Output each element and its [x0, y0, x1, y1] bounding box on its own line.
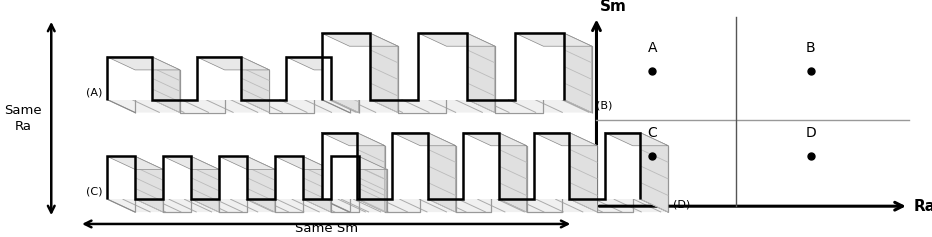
Polygon shape [322, 133, 385, 146]
Text: Same Sm: Same Sm [295, 222, 358, 235]
Polygon shape [322, 199, 668, 212]
Text: Ra: Ra [913, 199, 932, 214]
Polygon shape [275, 156, 331, 169]
Polygon shape [359, 156, 387, 212]
Polygon shape [392, 133, 428, 199]
Polygon shape [107, 156, 163, 169]
Polygon shape [331, 57, 359, 113]
Polygon shape [331, 156, 359, 199]
Polygon shape [197, 57, 241, 100]
Polygon shape [107, 199, 387, 212]
Polygon shape [163, 156, 219, 169]
Text: (A): (A) [86, 87, 103, 97]
Polygon shape [499, 133, 527, 212]
Polygon shape [640, 133, 668, 212]
Polygon shape [331, 156, 387, 169]
Polygon shape [219, 156, 247, 199]
Polygon shape [392, 133, 456, 146]
Text: Sm: Sm [600, 0, 627, 14]
Text: (C): (C) [86, 187, 103, 197]
Polygon shape [357, 133, 385, 212]
Text: D: D [805, 126, 816, 140]
Polygon shape [515, 33, 564, 100]
Polygon shape [286, 57, 331, 100]
Polygon shape [152, 57, 180, 113]
Polygon shape [219, 156, 275, 169]
Text: A: A [648, 41, 657, 55]
Polygon shape [191, 156, 219, 212]
Polygon shape [163, 156, 191, 199]
Polygon shape [107, 156, 135, 199]
Polygon shape [569, 133, 597, 212]
Polygon shape [564, 33, 592, 113]
Text: Same
Ra: Same Ra [5, 105, 42, 132]
Polygon shape [428, 133, 456, 212]
Polygon shape [534, 133, 597, 146]
Text: (D): (D) [673, 200, 691, 210]
Polygon shape [322, 100, 592, 113]
Polygon shape [286, 57, 359, 70]
Polygon shape [418, 33, 467, 100]
Polygon shape [463, 133, 527, 146]
Polygon shape [467, 33, 495, 113]
Polygon shape [418, 33, 495, 46]
Text: (B): (B) [596, 100, 613, 110]
Polygon shape [197, 57, 269, 70]
Polygon shape [534, 133, 569, 199]
Text: B: B [806, 41, 816, 55]
Polygon shape [605, 133, 668, 146]
Polygon shape [107, 57, 180, 70]
Polygon shape [247, 156, 275, 212]
Polygon shape [515, 33, 592, 46]
Polygon shape [322, 33, 398, 46]
Polygon shape [605, 133, 640, 199]
Polygon shape [275, 156, 303, 199]
Polygon shape [303, 156, 331, 212]
Text: C: C [648, 126, 657, 140]
Polygon shape [463, 133, 499, 199]
Polygon shape [107, 57, 152, 100]
Polygon shape [322, 133, 357, 199]
Polygon shape [135, 156, 163, 212]
Polygon shape [241, 57, 269, 113]
Polygon shape [322, 33, 370, 100]
Polygon shape [370, 33, 398, 113]
Polygon shape [107, 100, 359, 113]
